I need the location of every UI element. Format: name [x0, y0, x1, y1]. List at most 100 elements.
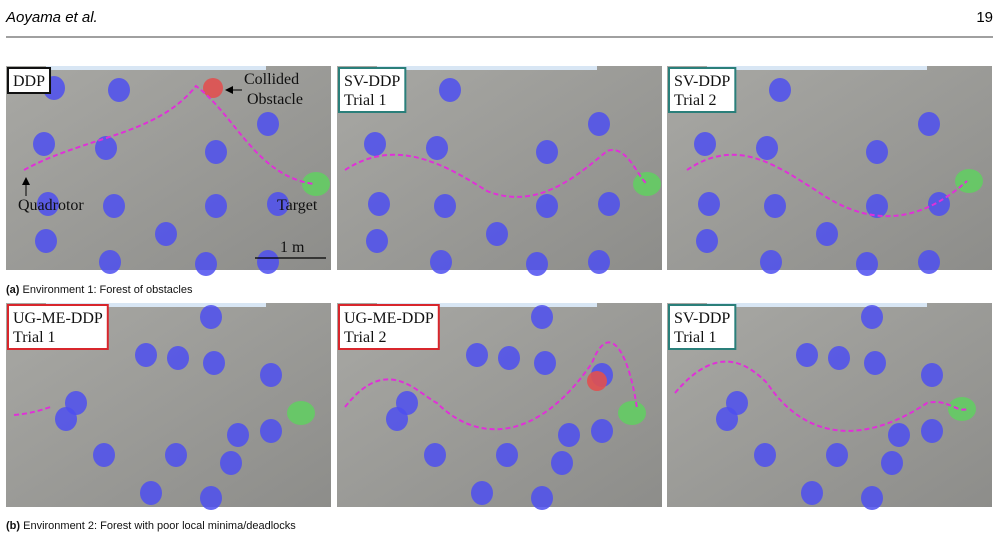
obstacle	[698, 192, 720, 216]
obstacle	[103, 194, 125, 218]
photo-panel: SV-DDP Trial 1	[667, 303, 992, 510]
obstacle	[531, 305, 553, 329]
obstacle	[167, 346, 189, 370]
obstacle	[140, 481, 162, 505]
obstacle	[716, 407, 738, 431]
obstacle	[856, 252, 878, 276]
label-line: DDP	[13, 73, 45, 90]
label-frame	[338, 304, 440, 350]
obstacle	[588, 250, 610, 274]
photo-panel: SV-DDP Trial 2	[667, 66, 992, 276]
ceiling-light	[377, 303, 597, 307]
obstacle	[864, 351, 886, 375]
obstacle	[591, 419, 613, 443]
obstacle	[260, 363, 282, 387]
panel-label: SV-DDP Trial 1	[338, 67, 407, 113]
obstacle	[95, 136, 117, 160]
obstacle	[200, 305, 222, 329]
target	[955, 169, 983, 193]
annotation: 1 m	[280, 239, 305, 256]
label-line: Trial 1	[674, 329, 717, 346]
obstacle	[551, 451, 573, 475]
obstacle	[426, 136, 448, 160]
obstacle	[99, 250, 121, 274]
ceiling-light	[707, 303, 927, 307]
obstacle	[33, 132, 55, 156]
obstacle	[93, 443, 115, 467]
photo-panel: SV-DDP Trial 1	[337, 66, 662, 276]
label-line: UG-ME-DDP	[344, 310, 434, 327]
obstacle	[430, 250, 452, 274]
page-number: 19	[976, 9, 993, 26]
obstacle	[588, 112, 610, 136]
obstacle	[471, 481, 493, 505]
obstacle	[466, 343, 488, 367]
trajectory	[23, 84, 315, 185]
obstacle	[756, 136, 778, 160]
obstacle	[205, 194, 227, 218]
label-frame	[7, 67, 52, 94]
obstacle	[260, 419, 282, 443]
obstacle	[37, 192, 59, 216]
ceiling-light	[46, 303, 266, 307]
label-line: SV-DDP	[674, 73, 730, 90]
target	[618, 401, 646, 425]
trajectory	[344, 149, 648, 198]
obstacle	[227, 423, 249, 447]
obstacle	[55, 407, 77, 431]
obstacle	[364, 132, 386, 156]
obstacle	[536, 194, 558, 218]
panel-label: DDP	[7, 67, 52, 94]
label-line: UG-ME-DDP	[13, 310, 103, 327]
caption-tag: (b)	[6, 520, 20, 532]
label-frame	[338, 67, 407, 113]
obstacle	[368, 192, 390, 216]
obstacle	[921, 363, 943, 387]
obstacle	[881, 451, 903, 475]
annotation: Target	[277, 197, 318, 214]
label-frame	[668, 304, 737, 350]
photo-panel: UG-ME-DDP Trial 2	[337, 303, 662, 510]
obstacle	[861, 486, 883, 510]
obstacle	[536, 140, 558, 164]
photo-panel: UG-ME-DDP Trial 1	[6, 303, 331, 510]
obstacle	[558, 423, 580, 447]
caption-text: Environment 1: Forest of obstacles	[23, 284, 193, 296]
trajectory	[674, 360, 968, 432]
obstacle	[526, 252, 548, 276]
obstacle	[200, 486, 222, 510]
label-line: Trial 1	[13, 329, 56, 346]
obstacle	[155, 222, 177, 246]
trajectory	[13, 406, 52, 416]
trajectory	[686, 153, 968, 217]
obstacle	[888, 423, 910, 447]
obstacle	[366, 229, 388, 253]
photo-panel: DDP	[6, 66, 331, 276]
obstacle	[918, 250, 940, 274]
obstacle	[816, 222, 838, 246]
obstacle	[424, 443, 446, 467]
obstacle	[921, 419, 943, 443]
collided-obstacle	[587, 371, 607, 391]
ceiling-light	[377, 66, 597, 70]
annotation: Quadrotor	[18, 197, 84, 214]
label-line: Trial 2	[674, 92, 717, 109]
collided-obstacle	[203, 78, 223, 98]
obstacle	[108, 78, 130, 102]
label-frame	[7, 304, 109, 350]
panel-label: UG-ME-DDP Trial 1	[7, 304, 109, 350]
obstacle	[257, 112, 279, 136]
obstacle	[534, 351, 556, 375]
obstacle	[826, 443, 848, 467]
obstacle	[486, 222, 508, 246]
obstacle	[801, 481, 823, 505]
obstacle	[918, 112, 940, 136]
obstacle	[267, 192, 289, 216]
caption: (b) Environment 2: Forest with poor loca…	[6, 520, 296, 532]
obstacle	[498, 346, 520, 370]
obstacle	[35, 229, 57, 253]
obstacle	[754, 443, 776, 467]
obstacle	[195, 252, 217, 276]
ceiling-light	[707, 66, 927, 70]
obstacle	[694, 132, 716, 156]
